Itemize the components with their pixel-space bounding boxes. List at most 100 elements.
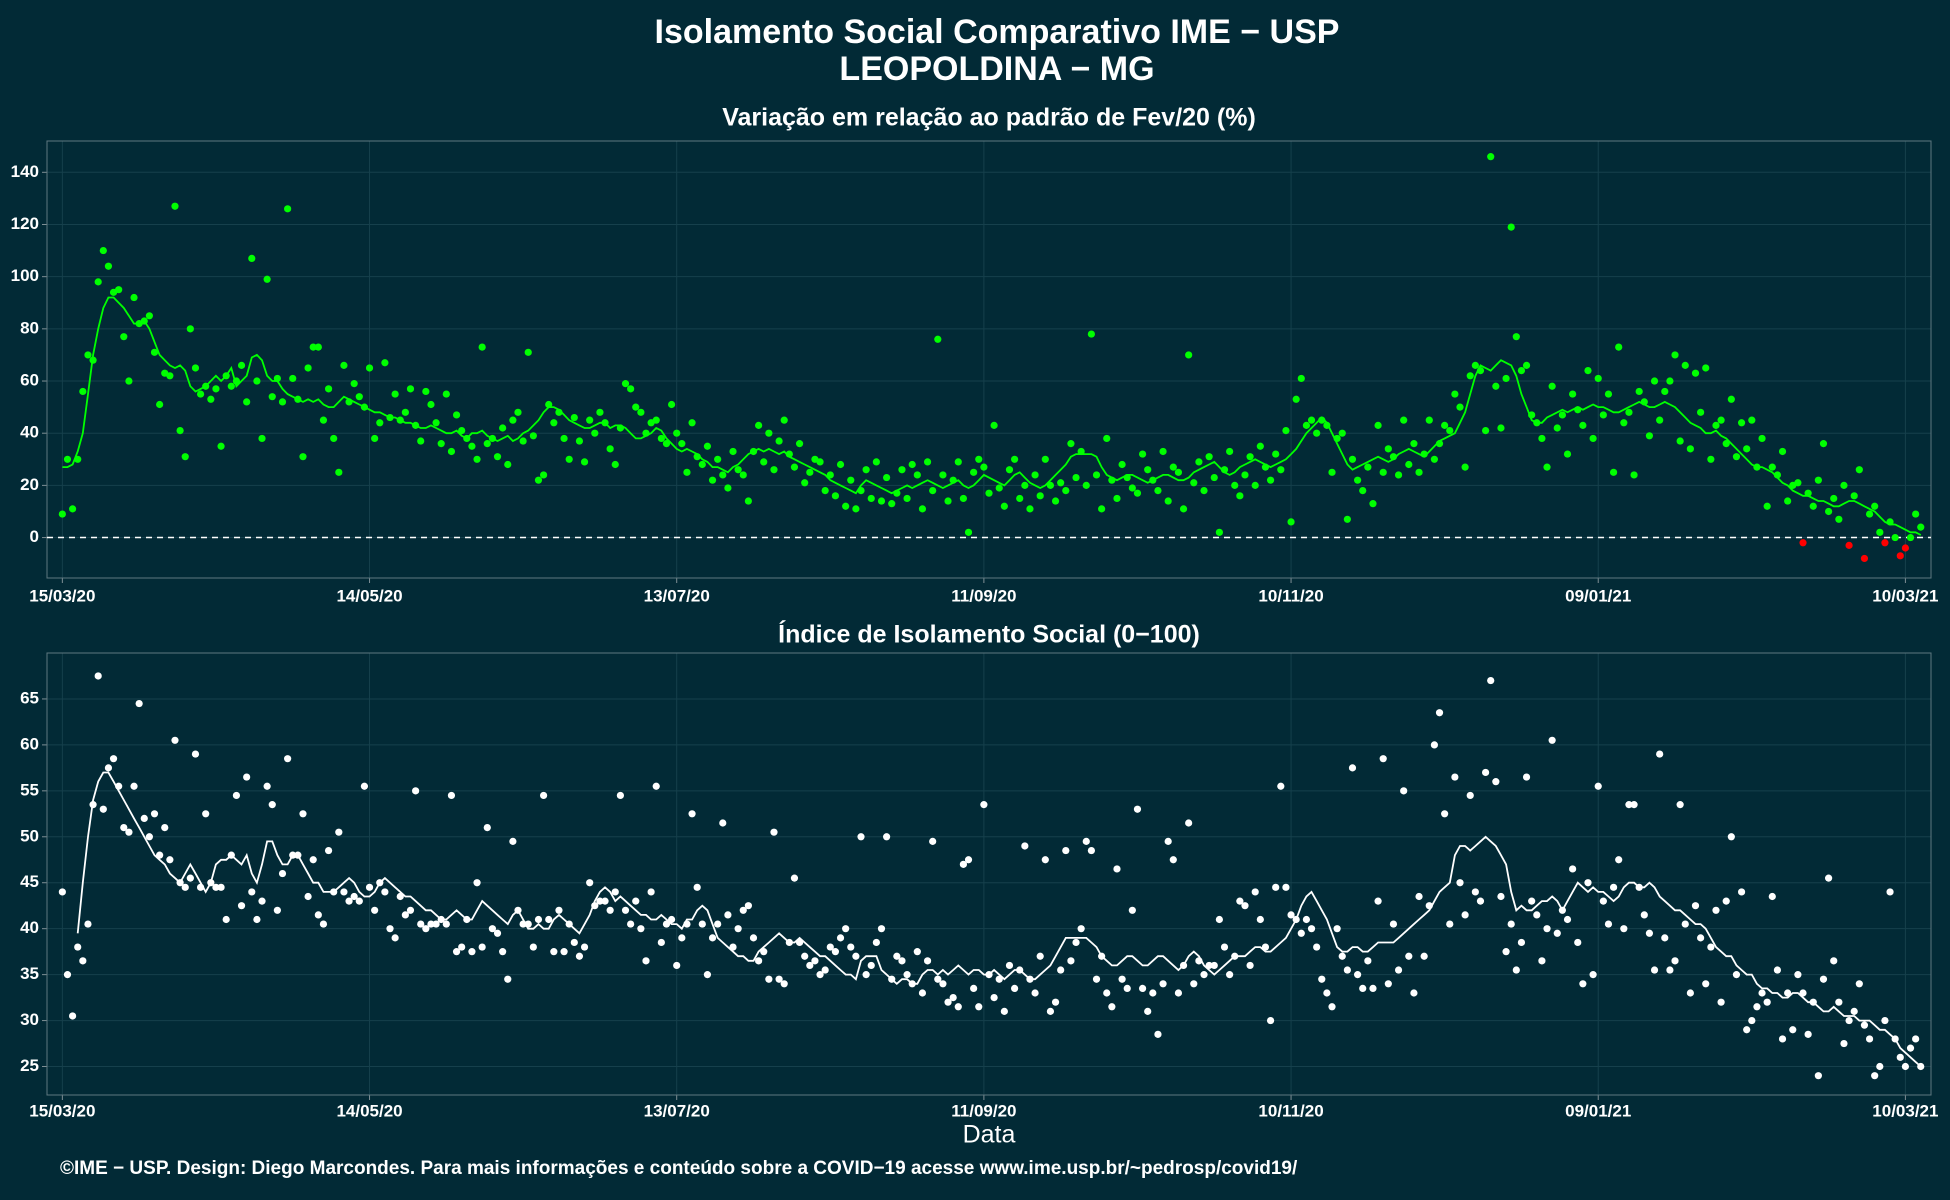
data-point (1569, 390, 1577, 398)
data-point (284, 205, 292, 213)
data-point (109, 755, 118, 763)
data-point (1630, 801, 1638, 809)
data-point (1522, 361, 1531, 369)
data-point (1835, 998, 1843, 1006)
data-point (319, 416, 328, 424)
data-point (1912, 510, 1920, 518)
data-point (1758, 434, 1766, 443)
data-point (1174, 468, 1183, 476)
data-point (68, 505, 77, 513)
data-point (1128, 484, 1136, 492)
data-point (1671, 957, 1679, 965)
data-point (1722, 440, 1730, 448)
data-point (816, 971, 824, 979)
data-point (621, 906, 630, 914)
data-point (483, 823, 491, 832)
data-point (1594, 782, 1602, 790)
data-point (1563, 450, 1572, 458)
data-point (478, 343, 486, 351)
data-point (1599, 897, 1607, 905)
x-tick-label: 10/03/21 (1872, 1101, 1938, 1120)
data-point (755, 957, 763, 965)
data-point (1103, 989, 1111, 997)
data-point (1794, 479, 1802, 487)
data-point (1266, 1016, 1275, 1025)
data-point (1615, 343, 1623, 351)
data-point (601, 897, 609, 905)
data-point (780, 416, 788, 424)
data-point (1323, 989, 1331, 997)
data-point (683, 468, 691, 476)
data-point (667, 400, 676, 409)
data-point (1072, 938, 1080, 947)
data-point (734, 466, 742, 474)
data-point (1656, 750, 1664, 758)
x-tick-label: 13/07/20 (644, 586, 710, 605)
data-point (1446, 426, 1454, 435)
data-point (555, 906, 563, 914)
data-point (1420, 952, 1428, 960)
data-point (698, 920, 706, 928)
data-point (1113, 494, 1121, 503)
data-point (217, 442, 225, 450)
data-point (314, 343, 322, 351)
data-point (1850, 1007, 1858, 1015)
data-point (1819, 975, 1828, 983)
data-point (94, 278, 102, 286)
data-point (678, 934, 686, 942)
panel-border (46, 140, 1932, 579)
data-point (1840, 481, 1848, 489)
data-point (79, 957, 87, 965)
data-point (980, 801, 988, 809)
data-point (1302, 421, 1311, 429)
data-point (1768, 463, 1776, 471)
data-point (130, 293, 138, 302)
data-point (196, 390, 205, 398)
data-point (1174, 989, 1183, 997)
data-point (1164, 497, 1172, 505)
data-point (1282, 883, 1290, 891)
data-point (1533, 911, 1541, 919)
data-point (975, 455, 983, 463)
data-point (621, 380, 630, 388)
data-point (1195, 458, 1203, 466)
data-point (1338, 952, 1346, 960)
data-point (406, 906, 415, 914)
data-point (1901, 1062, 1910, 1071)
data-point (360, 782, 369, 790)
data-point (1876, 1062, 1884, 1071)
data-point (652, 782, 660, 790)
data-point (1369, 984, 1377, 993)
data-point (1717, 998, 1725, 1006)
data-point (412, 787, 420, 795)
data-point (1313, 429, 1321, 437)
data-point (780, 980, 788, 988)
data-point (140, 814, 148, 823)
data-point (1584, 366, 1592, 375)
data-point (954, 458, 962, 466)
data-point (1010, 984, 1019, 993)
data-point (1778, 1035, 1787, 1043)
data-point (1492, 382, 1500, 390)
data-point (923, 458, 932, 466)
data-point (278, 869, 287, 878)
data-point (432, 419, 440, 427)
data-point (1241, 471, 1249, 479)
data-point (1676, 801, 1684, 809)
data-point (1830, 494, 1838, 503)
data-point (58, 888, 66, 896)
data-point (826, 943, 834, 951)
data-point (499, 424, 507, 432)
moving-average-line (76, 771, 1922, 1068)
data-point (371, 906, 379, 914)
data-point (330, 434, 338, 443)
data-point (1118, 975, 1126, 983)
caption: ©IME − USP. Design: Diego Marcondes. Par… (60, 1158, 1298, 1179)
data-point (1712, 421, 1720, 429)
data-point (1354, 971, 1362, 979)
data-point (1630, 471, 1638, 479)
data-point (575, 952, 584, 960)
data-point (1394, 471, 1403, 479)
data-point (84, 351, 92, 359)
data-point (1297, 374, 1305, 383)
